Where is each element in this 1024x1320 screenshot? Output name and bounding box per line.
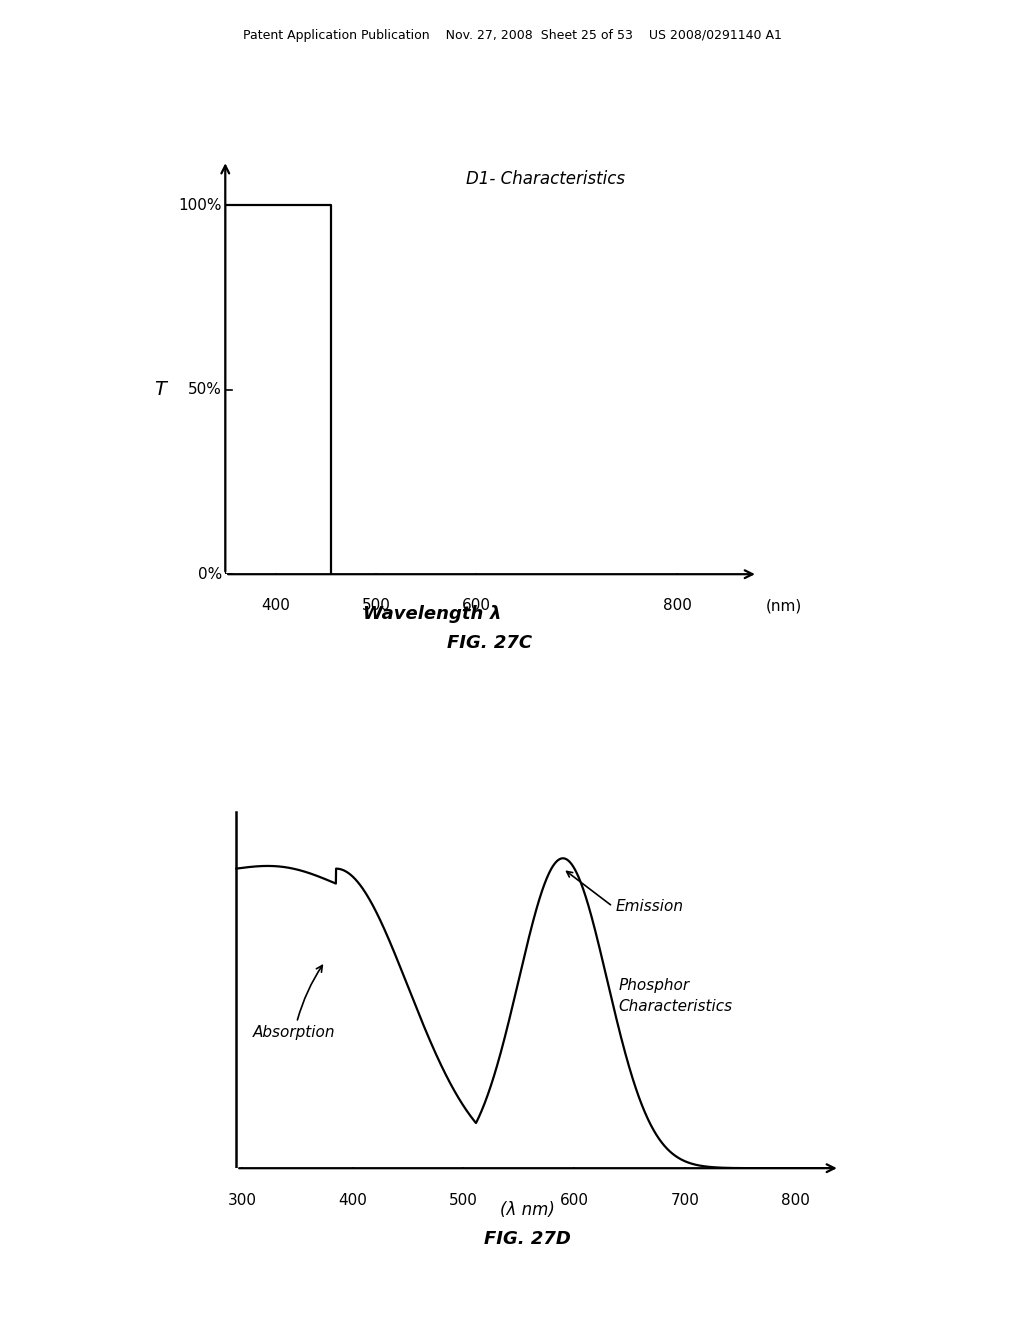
Text: 100%: 100% xyxy=(178,198,222,213)
Text: (λ nm): (λ nm) xyxy=(500,1201,555,1220)
Text: Absorption: Absorption xyxy=(253,965,336,1040)
Text: T: T xyxy=(154,380,166,399)
Text: FIG. 27C: FIG. 27C xyxy=(446,634,532,652)
Text: 50%: 50% xyxy=(188,381,222,397)
Text: 500: 500 xyxy=(361,598,390,614)
Text: FIG. 27D: FIG. 27D xyxy=(484,1230,570,1249)
Text: D1- Characteristics: D1- Characteristics xyxy=(466,170,626,189)
Text: Emission: Emission xyxy=(616,899,684,913)
Text: λ: λ xyxy=(489,605,501,623)
Text: 500: 500 xyxy=(449,1192,478,1208)
Text: 300: 300 xyxy=(227,1192,256,1208)
Text: Wavelength: Wavelength xyxy=(362,605,489,623)
Text: 800: 800 xyxy=(663,598,692,614)
Text: (nm): (nm) xyxy=(766,598,802,614)
Text: 400: 400 xyxy=(261,598,290,614)
Text: 600: 600 xyxy=(462,598,490,614)
Text: 0%: 0% xyxy=(198,566,222,582)
Text: 700: 700 xyxy=(671,1192,699,1208)
Text: 800: 800 xyxy=(781,1192,810,1208)
Text: 600: 600 xyxy=(559,1192,589,1208)
Text: 400: 400 xyxy=(338,1192,367,1208)
Text: Phosphor
Characteristics: Phosphor Characteristics xyxy=(618,978,732,1014)
Text: Patent Application Publication    Nov. 27, 2008  Sheet 25 of 53    US 2008/02911: Patent Application Publication Nov. 27, … xyxy=(243,29,781,42)
